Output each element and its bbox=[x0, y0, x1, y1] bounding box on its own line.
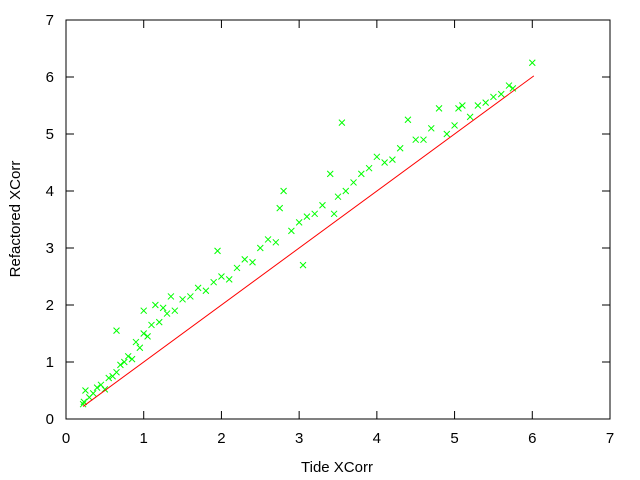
data-point bbox=[276, 204, 284, 212]
y-axis-title: Refactored XCorr bbox=[7, 161, 24, 278]
data-point bbox=[113, 327, 120, 335]
plot-area-frame bbox=[65, 19, 611, 420]
data-point bbox=[458, 102, 466, 109]
data-point bbox=[148, 321, 155, 329]
data-point bbox=[79, 400, 87, 408]
data-point bbox=[128, 355, 136, 363]
data-points bbox=[79, 59, 536, 408]
data-point bbox=[435, 104, 443, 112]
data-point bbox=[144, 332, 151, 340]
data-point bbox=[497, 90, 505, 98]
data-point bbox=[167, 293, 175, 300]
y-tick-label: 4 bbox=[46, 183, 54, 200]
x-tick-label: 7 bbox=[606, 430, 614, 447]
data-point bbox=[505, 82, 513, 89]
data-point bbox=[330, 210, 338, 218]
data-point bbox=[509, 85, 517, 92]
y-tick-label: 0 bbox=[46, 411, 54, 428]
data-point bbox=[451, 122, 458, 129]
data-point bbox=[326, 170, 334, 178]
data-point bbox=[124, 352, 132, 360]
data-point bbox=[155, 318, 163, 326]
data-point bbox=[412, 136, 420, 144]
data-point bbox=[288, 227, 295, 235]
diagonal-line bbox=[82, 75, 535, 407]
x-axis-title: Tide XCorr bbox=[301, 459, 373, 476]
data-point bbox=[202, 287, 210, 295]
data-point bbox=[159, 304, 167, 312]
data-point bbox=[474, 102, 482, 109]
data-point bbox=[249, 258, 256, 266]
data-point bbox=[117, 361, 124, 369]
data-point bbox=[396, 144, 404, 152]
y-tick-label: 1 bbox=[46, 354, 54, 371]
x-tick-label: 6 bbox=[528, 430, 536, 447]
data-point bbox=[93, 384, 101, 392]
data-point bbox=[342, 187, 350, 195]
y-tick-label: 2 bbox=[46, 297, 54, 314]
data-point bbox=[404, 116, 412, 124]
x-tick-label: 0 bbox=[62, 430, 70, 447]
tick-labels: 0 1 2 3 4 5 6 7 0 1 2 3 4 5 6 7 bbox=[46, 12, 615, 447]
data-point bbox=[218, 273, 225, 280]
data-point bbox=[299, 261, 307, 269]
y-tick-label: 7 bbox=[46, 12, 54, 29]
data-point bbox=[171, 307, 179, 315]
axis-ticks bbox=[65, 19, 611, 420]
data-point bbox=[443, 130, 451, 138]
data-point bbox=[89, 389, 97, 397]
data-point bbox=[427, 124, 435, 132]
data-point bbox=[140, 330, 148, 337]
data-point bbox=[82, 387, 89, 394]
data-point bbox=[338, 119, 346, 126]
data-point bbox=[389, 156, 396, 164]
data-point bbox=[295, 218, 303, 226]
data-point bbox=[420, 136, 427, 144]
x-tick-label: 2 bbox=[217, 430, 225, 447]
data-point bbox=[466, 113, 474, 121]
data-point bbox=[120, 358, 128, 366]
data-point bbox=[256, 244, 264, 252]
data-point bbox=[225, 275, 233, 283]
data-point bbox=[334, 193, 342, 201]
data-point bbox=[194, 284, 202, 292]
x-tick-label: 3 bbox=[295, 430, 303, 447]
data-point bbox=[152, 301, 159, 309]
data-point bbox=[350, 179, 357, 186]
data-point bbox=[357, 170, 365, 178]
data-point bbox=[210, 278, 218, 286]
data-point bbox=[373, 153, 381, 161]
data-point bbox=[233, 264, 241, 272]
reference-line bbox=[82, 75, 535, 407]
data-point bbox=[365, 164, 373, 172]
y-tick-label: 3 bbox=[46, 240, 54, 257]
data-point bbox=[303, 213, 311, 221]
data-point bbox=[132, 338, 140, 346]
data-point bbox=[163, 310, 171, 317]
data-point bbox=[140, 307, 148, 315]
data-point bbox=[113, 368, 120, 376]
data-point bbox=[186, 293, 194, 300]
data-point bbox=[482, 99, 490, 107]
data-point bbox=[280, 187, 287, 195]
x-tick-label: 5 bbox=[450, 430, 458, 447]
data-point bbox=[179, 295, 186, 303]
data-point bbox=[311, 210, 319, 218]
y-tick-label: 6 bbox=[46, 69, 54, 86]
data-point bbox=[455, 104, 462, 112]
data-point bbox=[214, 247, 221, 255]
data-point bbox=[105, 374, 113, 382]
x-tick-label: 4 bbox=[373, 430, 381, 447]
data-point bbox=[381, 159, 388, 166]
data-point bbox=[490, 93, 497, 101]
data-point bbox=[528, 59, 536, 67]
data-point bbox=[136, 344, 144, 352]
data-point bbox=[264, 236, 272, 243]
data-point bbox=[241, 256, 249, 263]
x-tick-label: 1 bbox=[140, 430, 148, 447]
data-point bbox=[272, 238, 280, 246]
y-tick-label: 5 bbox=[46, 126, 54, 143]
data-point bbox=[319, 201, 326, 209]
